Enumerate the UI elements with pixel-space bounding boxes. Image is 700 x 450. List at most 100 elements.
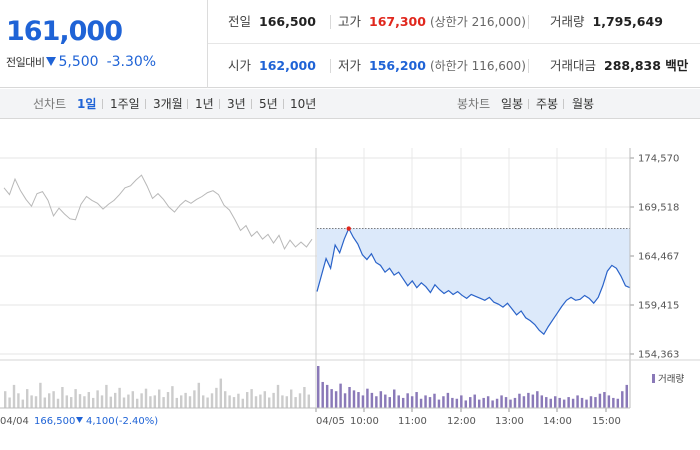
- fill-layer: [317, 228, 630, 335]
- volume-bar-prev: [290, 389, 293, 408]
- y-tick-label: 159,415: [638, 300, 679, 311]
- volume-bar-prev: [307, 394, 311, 408]
- volume-bar-prev: [83, 396, 86, 408]
- divider: [330, 59, 331, 73]
- tab-period-3m[interactable]: 3개월: [153, 97, 183, 111]
- volume-bar-prev: [166, 392, 170, 408]
- tab-period-3y[interactable]: 3년: [227, 97, 246, 111]
- divider: [102, 99, 103, 109]
- volume-bar-prev: [78, 394, 82, 408]
- chart-toolbar: 선차트 1일 1주일 3개월 1년 3년 5년 10년 봉차트 일봉 주봉 월봉: [0, 89, 700, 119]
- divider: [528, 99, 529, 109]
- volume-bar: [469, 397, 472, 408]
- y-tick-label: 154,363: [638, 350, 679, 361]
- volume-bar: [397, 395, 400, 408]
- volume-bar-prev: [136, 398, 139, 408]
- tab-candle-weekly[interactable]: 주봉: [536, 97, 559, 111]
- volume-bar-prev: [26, 389, 29, 408]
- volume-bar-prev: [48, 393, 51, 408]
- volume-bar: [612, 397, 615, 408]
- prev-day-down-icon: [76, 417, 83, 423]
- divider: [251, 99, 252, 109]
- x-tick-label: 04/05: [316, 416, 345, 427]
- volume-bar-prev: [43, 397, 47, 408]
- volume-bar: [553, 396, 557, 408]
- tab-period-5y[interactable]: 5년: [259, 97, 278, 111]
- volume-bar-prev: [74, 389, 77, 408]
- prev-day-change-pct: (-2.40%): [115, 416, 158, 427]
- stat-lower-limit: (하한가 116,600): [429, 59, 526, 73]
- stat-label: 전일: [228, 14, 252, 29]
- divider: [187, 99, 188, 109]
- volume-bar: [495, 398, 499, 408]
- volume-bar: [558, 397, 561, 408]
- divider: [563, 99, 564, 109]
- volume-bar: [446, 392, 450, 408]
- volume-bar: [473, 394, 476, 408]
- text-layer: 174,570 169,518 164,467 159,415 154,363 04/05…: [0, 154, 684, 428]
- stat-label: 거래량: [550, 14, 585, 29]
- stat-value: 167,300: [369, 14, 426, 29]
- prev-day-change: 4,100: [86, 416, 115, 427]
- chart-svg: 174,570 169,518 164,467 159,415 154,363 04/05…: [0, 148, 700, 428]
- divider: [145, 99, 146, 109]
- volume-bar-prev: [224, 391, 227, 408]
- volume-bar-prev: [4, 391, 7, 408]
- volume-bar-prev: [21, 399, 25, 408]
- volume-bar: [576, 395, 579, 408]
- volume-bar-prev: [237, 393, 240, 408]
- volume-bar: [424, 395, 427, 408]
- volume-bar-prev: [215, 387, 218, 408]
- volume-bar: [562, 399, 566, 408]
- volume-bar: [357, 392, 360, 408]
- volume-bar-prev: [268, 397, 271, 408]
- volume-bar-prev: [158, 389, 161, 408]
- volume-bar-prev: [210, 393, 214, 408]
- volume-bar: [330, 389, 333, 408]
- volume-bar: [451, 397, 454, 408]
- volume-bar-prev: [100, 395, 104, 408]
- volume-bar-prev: [250, 389, 253, 408]
- stat-label: 저가: [338, 58, 362, 73]
- stat-open: 시가 162,000: [228, 44, 316, 88]
- volume-bar: [585, 399, 588, 408]
- volume-bar-prev: [228, 395, 231, 408]
- divider: [528, 59, 529, 73]
- volume-bar: [419, 398, 423, 408]
- volume-bar-prev: [241, 398, 245, 408]
- volume-bar: [482, 397, 485, 408]
- volume-bar-prev: [122, 397, 126, 408]
- tab-period-1y[interactable]: 1년: [195, 97, 214, 111]
- volume-bar: [325, 384, 329, 408]
- tab-period-1d[interactable]: 1일: [77, 97, 97, 111]
- tab-candle-monthly[interactable]: 월봉: [572, 97, 595, 111]
- tab-period-1w[interactable]: 1주일: [110, 97, 140, 111]
- volume-bar: [442, 396, 445, 408]
- stats-row-2: 시가 162,000 저가 156,200 (하한가 116,600) 거래대금 288…: [208, 44, 700, 88]
- volume-bar-prev: [180, 395, 183, 408]
- volume-bar: [504, 397, 508, 408]
- volume-bar: [410, 396, 414, 408]
- volume-bar: [589, 396, 593, 408]
- volume-bar: [348, 387, 351, 408]
- volume-bar-prev: [298, 393, 302, 408]
- tab-period-10y[interactable]: 10년: [290, 97, 317, 111]
- volume-bar-prev: [30, 395, 33, 408]
- volume-bar: [518, 393, 521, 408]
- volume-bar-prev: [263, 391, 267, 408]
- y-tick-label: 169,518: [638, 203, 679, 214]
- volume-bar: [522, 396, 526, 408]
- volume-bar: [594, 397, 597, 408]
- volume-bar-prev: [303, 387, 306, 408]
- x-tick-label: 11:00: [398, 416, 427, 427]
- volume-bar: [509, 399, 512, 408]
- volume-bar: [527, 392, 530, 408]
- volume-bar-prev: [153, 395, 157, 408]
- tab-candle-daily[interactable]: 일봉: [501, 97, 524, 111]
- session-fill-area: [317, 228, 630, 335]
- volume-bar: [460, 395, 463, 408]
- line-chart-label: 선차트: [33, 97, 67, 111]
- x-tick-label: 15:00: [592, 416, 621, 427]
- stat-label: 고가: [338, 14, 362, 29]
- divider: [330, 15, 331, 29]
